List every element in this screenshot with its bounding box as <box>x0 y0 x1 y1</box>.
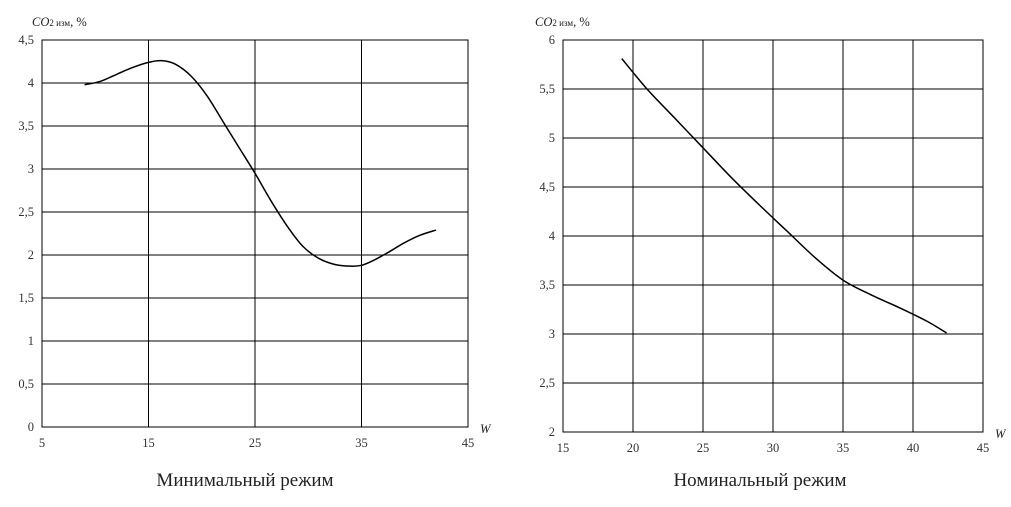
y-tick-label: 3,5 <box>18 119 34 133</box>
y-tick-label: 3 <box>549 327 555 341</box>
y-tick-label: 2 <box>28 248 34 262</box>
x-tick-label: 35 <box>837 441 850 455</box>
x-axis-label: W <box>995 427 1007 441</box>
x-tick-label: 25 <box>249 436 262 450</box>
y-tick-label: 2 <box>549 425 555 439</box>
chart-minimal: 0 0,5 1 1,5 2 2,5 3 3,5 4 4,5 5 15 25 35 45 CO2 изм, % W <box>18 15 492 450</box>
chart-nominal: 2 2,5 3 3,5 4 4,5 5 5,5 6 15 20 25 30 35 40 45 CO2 изм, … <box>535 15 1007 455</box>
series-line <box>621 58 947 334</box>
y-tick-label: 4 <box>28 76 35 90</box>
y-tick-label: 4,5 <box>18 33 34 47</box>
y-tick-label: 6 <box>549 33 555 47</box>
x-tick-label: 15 <box>557 441 570 455</box>
y-tick-label: 5 <box>549 131 555 145</box>
x-tick-label: 25 <box>697 441 710 455</box>
x-tick-label: 45 <box>977 441 990 455</box>
chart-panel-nominal: 2 2,5 3 3,5 4 4,5 5 5,5 6 15 20 25 30 35 40 45 CO2 изм, … <box>505 0 1011 507</box>
series-line <box>84 59 437 267</box>
chart-caption-nominal: Номинальный режим <box>673 470 847 491</box>
y-tick-label: 2,5 <box>539 376 555 390</box>
x-tick-label: 45 <box>462 436 475 450</box>
x-tick-label: 5 <box>39 436 45 450</box>
y-tick-label: 4,5 <box>539 180 555 194</box>
y-tick-label: 1 <box>28 334 34 348</box>
chart-panel-minimal: 0 0,5 1 1,5 2 2,5 3 3,5 4 4,5 5 15 25 35 45 CO2 изм, % W… <box>0 0 500 507</box>
y-tick-label: 4 <box>549 229 556 243</box>
y-axis-label: CO2 изм, % <box>535 15 590 29</box>
x-tick-label: 20 <box>627 441 640 455</box>
y-tick-label: 3 <box>28 162 34 176</box>
y-tick-label: 1,5 <box>18 291 34 305</box>
y-tick-label: 0,5 <box>18 377 34 391</box>
plot-area-frame <box>562 39 984 433</box>
x-tick-label: 40 <box>907 441 920 455</box>
y-tick-label: 3,5 <box>539 278 555 292</box>
y-tick-label: 2,5 <box>18 205 34 219</box>
x-axis-label: W <box>480 422 492 436</box>
y-axis-label: CO2 изм, % <box>32 15 87 29</box>
y-tick-label: 5,5 <box>539 82 555 96</box>
chart-caption-minimal: Минимальный режим <box>156 470 334 491</box>
x-tick-label: 30 <box>767 441 780 455</box>
plot-area-frame <box>41 39 469 428</box>
x-tick-label: 15 <box>142 436 155 450</box>
y-tick-label: 0 <box>28 420 34 434</box>
x-tick-label: 35 <box>355 436 368 450</box>
